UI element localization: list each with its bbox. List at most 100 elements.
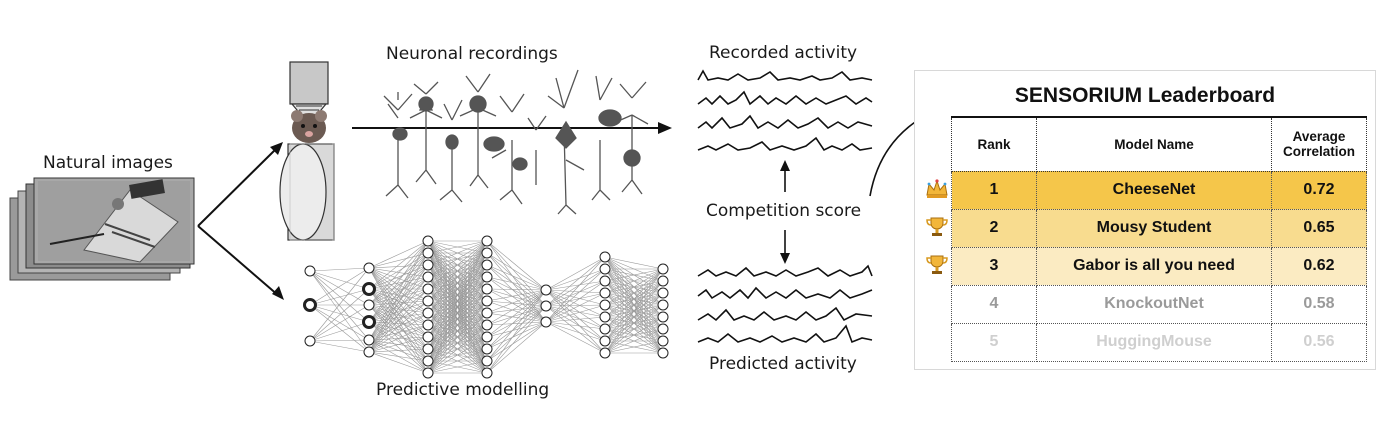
network-connection xyxy=(486,288,547,307)
network-connection xyxy=(486,240,547,291)
network-node xyxy=(599,323,611,335)
network-connection xyxy=(545,268,606,291)
network-connection xyxy=(368,276,429,353)
network-connection xyxy=(368,240,429,341)
trophy-icon xyxy=(925,215,949,239)
cell-score: 0.56 xyxy=(1271,322,1367,362)
predictive-network xyxy=(303,235,669,379)
network-connection xyxy=(486,288,547,323)
network-connection xyxy=(545,321,606,330)
network-connection xyxy=(486,300,547,323)
network-connection xyxy=(368,264,429,269)
cell-model-name: CheeseNet xyxy=(1036,170,1272,210)
network-connection xyxy=(604,268,664,342)
cell-model-name: KnockoutNet xyxy=(1036,284,1272,324)
network-connection xyxy=(486,289,547,314)
network-connection xyxy=(545,268,606,307)
natural-images-stack xyxy=(9,177,195,281)
mousetrap-photo xyxy=(38,179,190,263)
network-connection xyxy=(309,304,370,342)
network-connection xyxy=(486,289,547,326)
cell-model-name: Mousy Student xyxy=(1036,208,1272,248)
header-average-correlation: Average Correlation xyxy=(1271,116,1367,172)
label-predicted-activity: Predicted activity xyxy=(709,354,857,374)
network-connection xyxy=(368,267,429,278)
network-connection xyxy=(309,304,370,323)
network-connection xyxy=(309,321,370,342)
table-row: 1 CheeseNet 0.72 xyxy=(951,170,1367,210)
network-connection xyxy=(427,240,488,374)
network-connection xyxy=(486,305,547,374)
network-connection xyxy=(545,256,606,307)
network-connection xyxy=(309,270,370,323)
network-connection xyxy=(604,256,664,270)
network-connection xyxy=(368,240,429,353)
network-connection xyxy=(368,276,429,323)
network-connection xyxy=(309,270,370,341)
network-connection xyxy=(309,267,370,306)
network-connection xyxy=(545,280,606,291)
network-node xyxy=(362,315,376,329)
network-connection xyxy=(604,340,664,354)
network-connection xyxy=(604,292,664,354)
arrow-head-up xyxy=(270,142,283,155)
network-connection xyxy=(486,305,547,362)
network-node xyxy=(303,298,317,312)
network-connection xyxy=(368,288,429,323)
cell-rank: 2 xyxy=(951,208,1037,248)
network-connection xyxy=(486,305,547,314)
network-connection xyxy=(368,267,429,290)
network-node xyxy=(422,343,434,355)
network-node xyxy=(304,265,316,277)
cell-rank: 4 xyxy=(951,284,1037,324)
network-node xyxy=(481,355,493,367)
microscope-setup xyxy=(279,61,335,241)
network-node xyxy=(657,299,669,311)
network-connection xyxy=(427,240,488,290)
cell-model-name: Gabor is all you need xyxy=(1036,246,1272,286)
leaderboard-table: Rank Model Name Average Correlation 1 Che… xyxy=(951,116,1367,362)
network-connection xyxy=(545,289,606,330)
network-node xyxy=(599,335,611,347)
network-node xyxy=(481,319,493,331)
trophy-icon xyxy=(925,253,949,277)
network-connection xyxy=(486,252,547,323)
network-node xyxy=(481,283,493,295)
network-connection xyxy=(368,312,429,323)
network-connection xyxy=(368,321,429,350)
network-connection xyxy=(486,305,547,350)
network-connection xyxy=(427,336,488,374)
network-connection xyxy=(604,304,664,354)
network-connection xyxy=(486,321,547,374)
cell-score: 0.72 xyxy=(1271,170,1367,210)
network-connection xyxy=(309,267,370,272)
network-connection xyxy=(604,268,664,282)
network-node xyxy=(657,287,669,299)
network-connection xyxy=(545,280,606,323)
network-connection xyxy=(486,305,547,326)
cell-rank: 1 xyxy=(951,170,1037,210)
network-node xyxy=(599,347,611,359)
network-connection xyxy=(486,321,547,338)
network-connection xyxy=(486,289,547,302)
network-connection xyxy=(368,321,429,326)
network-connection xyxy=(427,324,488,374)
network-connection xyxy=(486,276,547,323)
network-connection xyxy=(368,288,429,338)
network-node xyxy=(481,271,493,283)
network-connection xyxy=(545,289,606,294)
label-predictive-modelling: Predictive modelling xyxy=(376,380,550,400)
network-connection xyxy=(545,305,606,342)
network-node xyxy=(481,295,493,307)
network-connection xyxy=(368,288,429,374)
network-node xyxy=(657,263,669,275)
network-connection xyxy=(545,304,606,307)
network-connection xyxy=(545,289,606,306)
network-connection xyxy=(368,336,429,353)
network-connection xyxy=(545,305,606,330)
network-node xyxy=(422,355,434,367)
network-node xyxy=(657,323,669,335)
network-node xyxy=(422,283,434,295)
network-connection xyxy=(309,270,370,353)
network-connection xyxy=(545,316,606,323)
